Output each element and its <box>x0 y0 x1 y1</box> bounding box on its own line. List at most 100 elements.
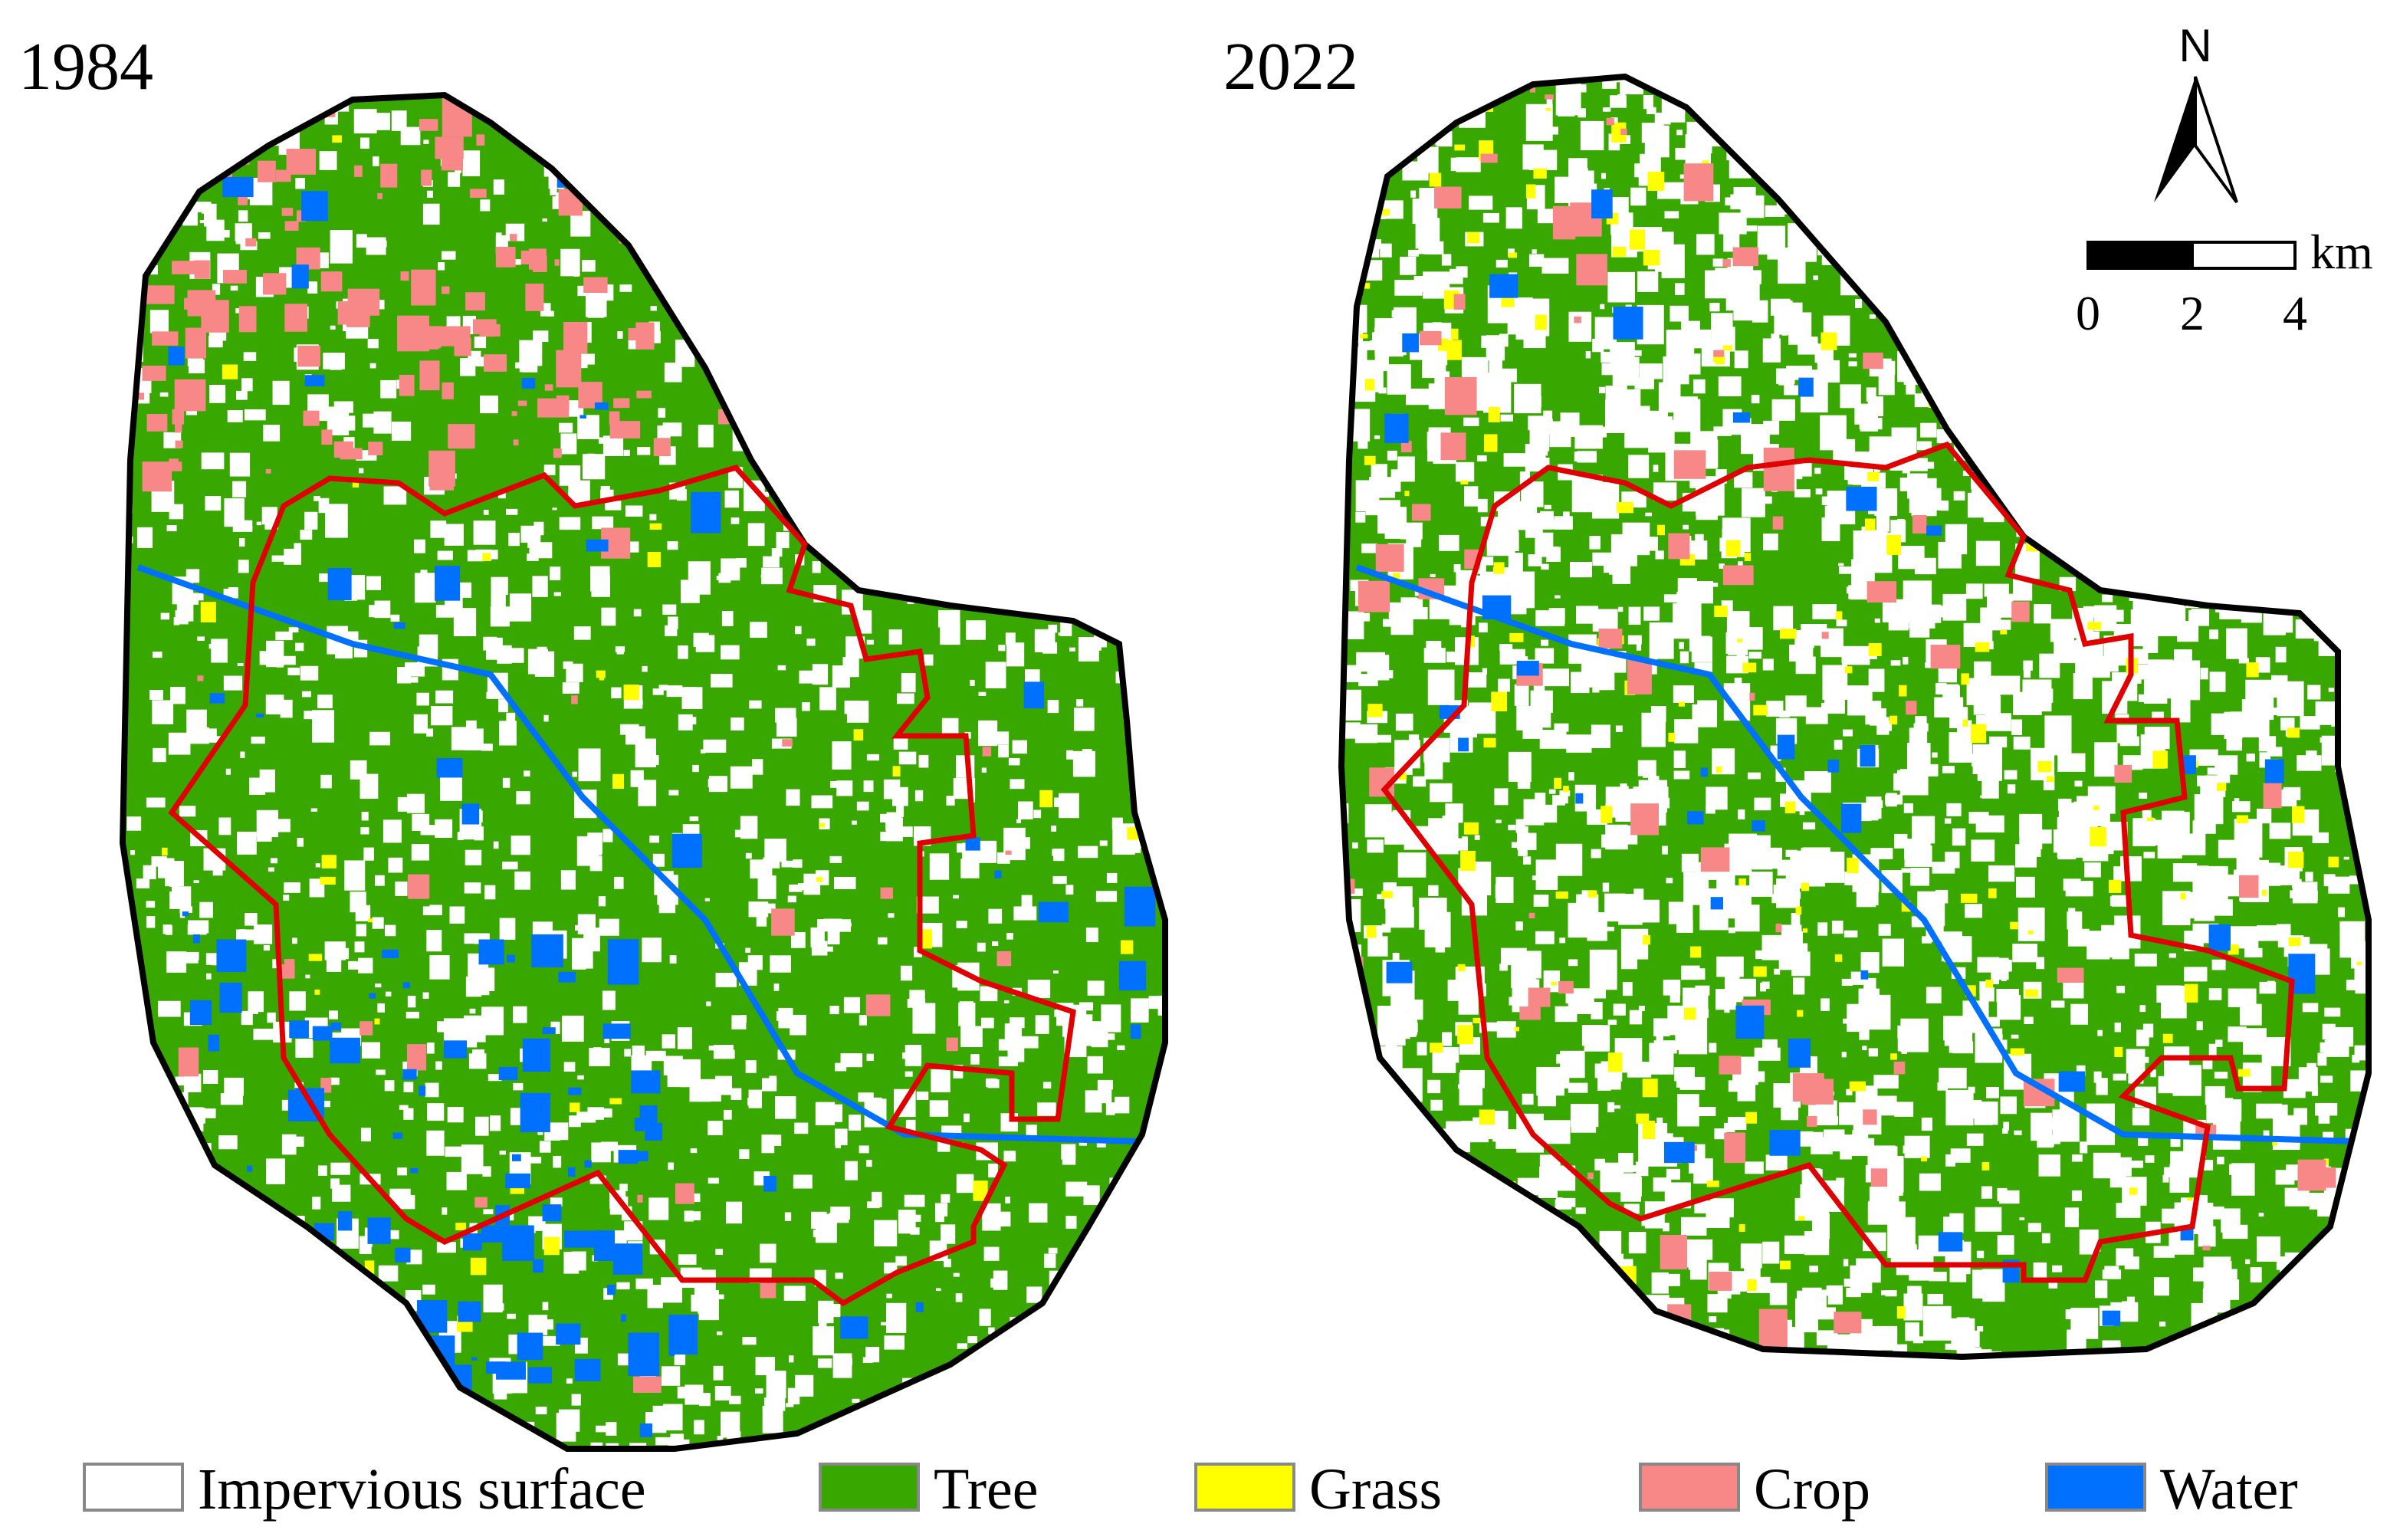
grass-patch <box>2023 454 2029 462</box>
impervious-patch <box>1061 1144 1076 1160</box>
impervious-patch <box>2057 798 2072 812</box>
impervious-patch <box>1149 1247 1158 1259</box>
impervious-patch <box>2065 135 2083 146</box>
impervious-patch <box>794 1122 809 1134</box>
crop-patch <box>1988 142 2018 176</box>
impervious-patch <box>1968 812 1989 824</box>
impervious-patch <box>482 1166 491 1177</box>
impervious-patch <box>449 906 465 924</box>
impervious-patch <box>1806 146 1816 154</box>
water-patch <box>1122 213 1145 230</box>
impervious-patch <box>1983 230 2009 265</box>
crop-patch <box>419 360 440 391</box>
impervious-patch <box>1072 419 1085 434</box>
crop-patch <box>1166 504 1189 537</box>
crop-patch <box>1713 350 1725 357</box>
crop-patch <box>166 127 175 133</box>
impervious-patch <box>117 1072 122 1079</box>
impervious-patch <box>187 924 207 935</box>
impervious-patch <box>2231 104 2239 111</box>
impervious-patch <box>616 1282 630 1290</box>
crop-patch <box>174 379 206 412</box>
impervious-patch <box>1525 1332 1553 1348</box>
impervious-patch <box>760 1438 783 1449</box>
impervious-patch <box>1417 1042 1427 1056</box>
impervious-patch <box>1996 1033 2003 1039</box>
crop-patch <box>1912 514 1927 534</box>
impervious-patch <box>2366 723 2369 750</box>
impervious-patch <box>1078 1452 1082 1458</box>
impervious-patch <box>1620 1342 1641 1357</box>
impervious-patch <box>795 626 802 635</box>
impervious-patch <box>797 883 810 891</box>
impervious-patch <box>2104 1266 2119 1278</box>
impervious-patch <box>964 1113 970 1122</box>
impervious-patch <box>2062 1456 2067 1460</box>
crop-patch <box>1029 1328 1047 1341</box>
impervious-patch <box>652 688 664 695</box>
impervious-patch <box>1909 727 1928 747</box>
impervious-patch <box>988 908 1003 924</box>
impervious-patch <box>731 1088 742 1100</box>
impervious-patch <box>1787 1414 1808 1432</box>
impervious-patch <box>360 1128 371 1142</box>
water-patch <box>268 1368 287 1387</box>
impervious-patch <box>413 714 428 734</box>
impervious-patch <box>1894 833 1908 849</box>
grass-patch <box>2323 1158 2329 1166</box>
impervious-patch <box>708 1121 723 1135</box>
impervious-patch <box>338 1403 345 1408</box>
impervious-patch <box>1622 982 1633 997</box>
impervious-patch <box>770 236 784 254</box>
impervious-patch <box>2313 1438 2339 1453</box>
impervious-patch <box>2241 353 2250 360</box>
impervious-patch <box>1530 1401 1554 1427</box>
grass-patch <box>2288 937 2301 947</box>
impervious-patch <box>600 1141 618 1151</box>
crop-patch <box>681 114 714 144</box>
impervious-patch <box>1737 1074 1756 1102</box>
impervious-patch <box>1740 1089 1748 1098</box>
impervious-patch <box>1661 244 1685 278</box>
grass-patch <box>1039 790 1053 808</box>
impervious-patch <box>2154 87 2160 90</box>
impervious-patch <box>1010 779 1025 790</box>
grass-patch <box>1890 1053 1897 1060</box>
water-patch <box>861 393 878 419</box>
water-patch <box>152 1255 160 1264</box>
impervious-patch <box>1734 678 1742 689</box>
impervious-patch <box>283 895 290 901</box>
impervious-patch <box>2152 682 2175 699</box>
impervious-patch <box>577 415 599 439</box>
water-patch <box>622 1244 629 1249</box>
impervious-patch <box>1466 1368 1478 1378</box>
impervious-patch <box>2307 102 2330 117</box>
impervious-patch <box>1903 803 1914 813</box>
impervious-patch <box>1358 439 1368 449</box>
impervious-patch <box>976 314 986 329</box>
impervious-patch <box>1425 1229 1445 1242</box>
crop-patch <box>142 365 166 381</box>
impervious-patch <box>1344 1111 1353 1122</box>
impervious-patch <box>802 702 810 711</box>
impervious-patch <box>2077 1361 2083 1368</box>
impervious-patch <box>1372 1204 1386 1215</box>
impervious-patch <box>1746 429 1765 446</box>
impervious-patch <box>1029 1358 1035 1364</box>
impervious-patch <box>228 586 238 599</box>
impervious-patch <box>1552 795 1565 806</box>
impervious-patch <box>1856 1258 1881 1283</box>
impervious-patch <box>1374 435 1381 439</box>
impervious-patch <box>2178 371 2190 378</box>
impervious-patch <box>909 282 922 297</box>
impervious-patch <box>1776 159 1788 166</box>
impervious-patch <box>1687 1360 1707 1383</box>
impervious-patch <box>2254 77 2274 94</box>
impervious-patch <box>440 776 462 801</box>
water-patch <box>594 1230 616 1261</box>
impervious-patch <box>319 151 337 170</box>
impervious-patch <box>2215 755 2238 775</box>
impervious-patch <box>2280 1324 2303 1349</box>
impervious-patch <box>1523 1301 1543 1312</box>
impervious-patch <box>1453 1387 1480 1417</box>
